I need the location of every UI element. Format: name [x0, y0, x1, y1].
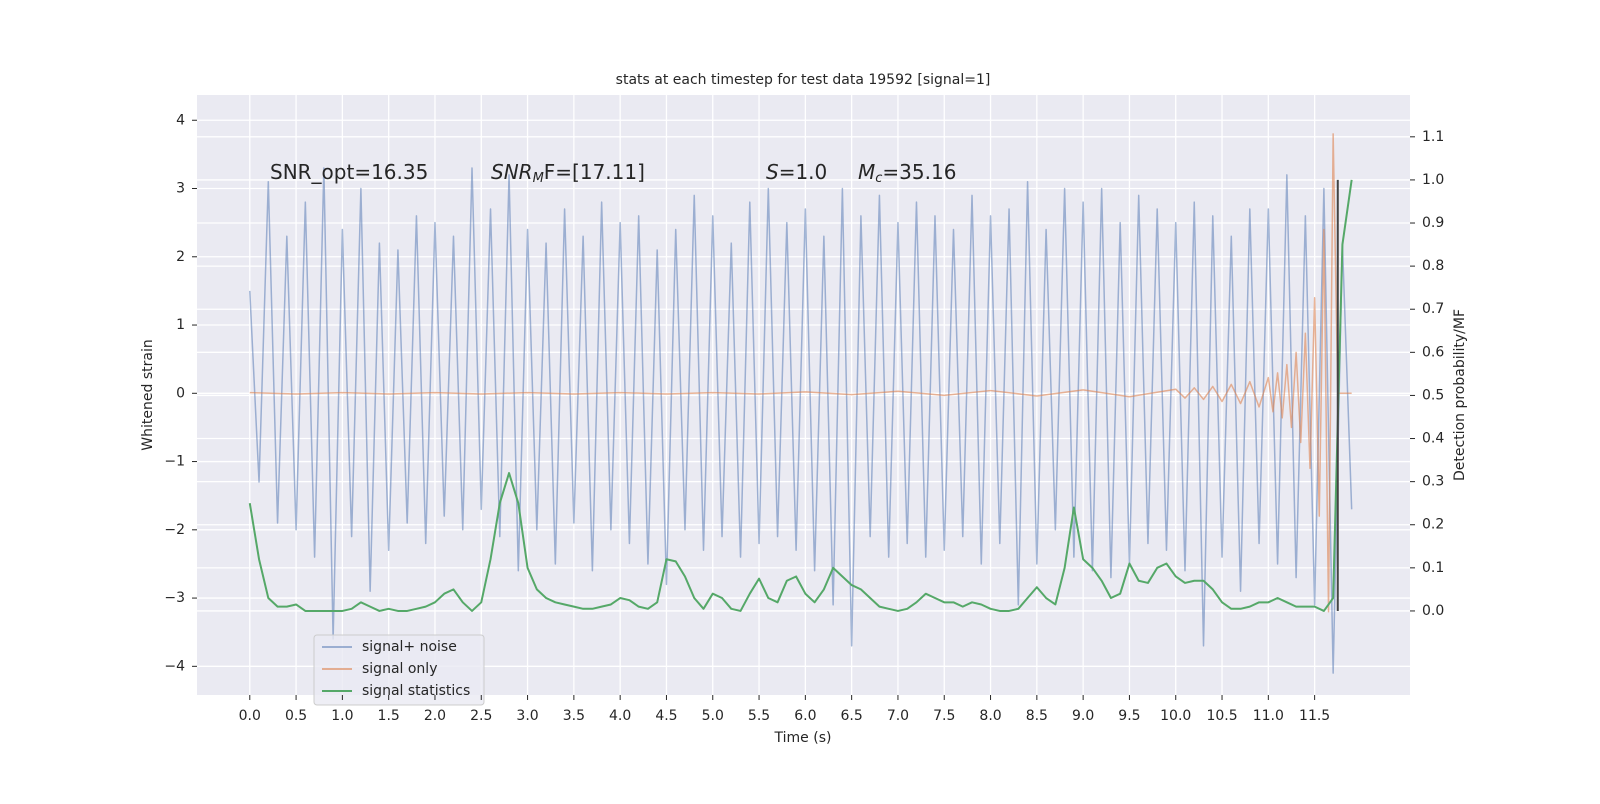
- legend-label: signal+ noise: [362, 639, 457, 655]
- annotation-part: =35.16: [882, 160, 956, 184]
- x-tick-label: 11.5: [1299, 708, 1330, 724]
- x-tick-label: 10.5: [1206, 708, 1237, 724]
- x-tick-label: 0.0: [239, 708, 261, 724]
- x-axis-label: Time (s): [774, 730, 832, 746]
- y-tick-label: −3: [164, 590, 185, 606]
- y2-tick-label: 0.2: [1422, 517, 1444, 533]
- y2-tick-label: 0.8: [1422, 258, 1444, 274]
- x-tick-label: 1.5: [378, 708, 400, 724]
- x-tick-label: 4.5: [655, 708, 677, 724]
- y2-tick-label: 0.6: [1422, 344, 1444, 360]
- annotation: S=1.0: [766, 160, 827, 184]
- x-tick-label: 2.0: [424, 708, 446, 724]
- y2-tick-label: 0.1: [1422, 560, 1444, 576]
- legend-label: signal statistics: [362, 683, 470, 699]
- y-tick-label: −4: [164, 658, 185, 674]
- x-tick-label: 5.5: [748, 708, 770, 724]
- y-tick-label: −2: [164, 522, 185, 538]
- x-tick-label: 10.0: [1160, 708, 1191, 724]
- annotation-part: SNR_opt=16.35: [270, 160, 428, 184]
- y2-tick-label: 0.4: [1422, 431, 1444, 447]
- y2-tick-label: 0.9: [1422, 215, 1444, 231]
- x-tick-label: 8.0: [979, 708, 1001, 724]
- x-tick-label: 7.0: [887, 708, 909, 724]
- annotation-part: F=[17.11]: [544, 160, 645, 184]
- y2-tick-label: 1.1: [1422, 129, 1444, 145]
- y-tick-label: −1: [164, 454, 185, 470]
- series-line: [248, 179, 1353, 612]
- y-tick-label: 0: [176, 385, 185, 401]
- x-tick-label: 1.0: [331, 708, 353, 724]
- x-tick-label: 3.0: [516, 708, 538, 724]
- annotation-part: SNR: [491, 160, 533, 184]
- x-tick-label: 7.5: [933, 708, 955, 724]
- x-tick-label: 5.0: [702, 708, 724, 724]
- x-tick-label: 0.5: [285, 708, 307, 724]
- y2-tick-label: 0.5: [1422, 387, 1444, 403]
- series-line: [249, 133, 1352, 613]
- annotation-part: S: [766, 160, 779, 184]
- annotation: SNR_opt=16.35: [270, 160, 428, 184]
- x-tick-label: 9.5: [1118, 708, 1140, 724]
- legend-label: signal only: [362, 661, 437, 677]
- x-tick-label: 8.5: [1026, 708, 1048, 724]
- x-tick-label: 6.0: [794, 708, 816, 724]
- annotation-part: c: [875, 171, 882, 186]
- y-tick-label: 4: [176, 112, 185, 128]
- y2-tick-label: 0.3: [1422, 474, 1444, 490]
- x-tick-label: 9.0: [1072, 708, 1094, 724]
- legend-box: [313, 634, 485, 706]
- y-axis-label: Whitened strain: [140, 339, 156, 450]
- annotation: SNRMF=[17.11]: [491, 160, 645, 186]
- x-tick-label: 11.0: [1253, 708, 1284, 724]
- y-tick-label: 1: [176, 317, 185, 333]
- x-tick-label: 3.5: [563, 708, 585, 724]
- y2-tick-label: 0.7: [1422, 301, 1444, 317]
- annotation-part: M: [858, 160, 875, 184]
- series-line: [249, 167, 1353, 674]
- y-tick-label: 3: [176, 181, 185, 197]
- x-tick-label: 6.5: [841, 708, 863, 724]
- y2-tick-label: 1.0: [1422, 172, 1444, 188]
- annotation: Mc=35.16: [858, 160, 956, 186]
- x-tick-label: 4.0: [609, 708, 631, 724]
- x-tick-label: 2.5: [470, 708, 492, 724]
- y2-axis-label: Detection probability/MF: [1452, 309, 1468, 481]
- annotation-part: =1.0: [779, 160, 828, 184]
- y-tick-label: 2: [176, 249, 185, 265]
- annotation-part: M: [533, 171, 544, 186]
- chart-title: stats at each timestep for test data 195…: [616, 72, 991, 88]
- y2-tick-label: 0.0: [1422, 603, 1444, 619]
